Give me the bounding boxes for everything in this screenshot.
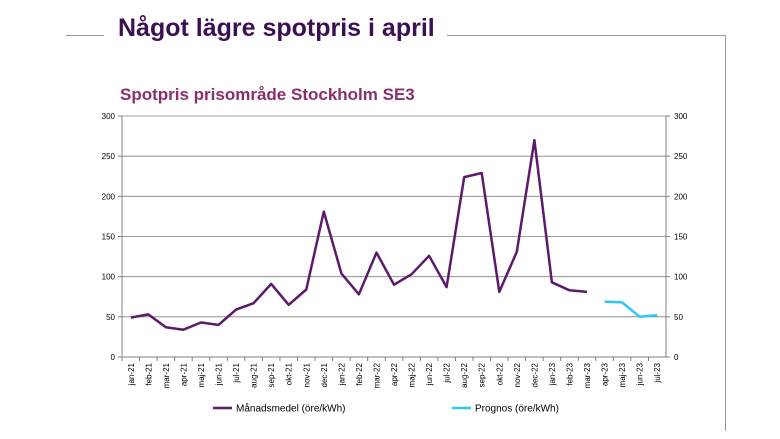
x-axis-ticks: jan-21 feb-21 mar-21 apr-21 maj-21 jun-21 jul-…	[121, 357, 662, 388]
y-tick-label-left: 200	[102, 192, 116, 201]
x-tick-label: apr-23	[601, 362, 610, 386]
x-tick-label: jun-21	[215, 362, 224, 386]
slide-rule-vertical	[725, 35, 726, 431]
x-tick-label: okt-22	[495, 362, 504, 385]
x-tick-label: dec-22	[530, 362, 539, 387]
y-tick-label-left: 250	[102, 152, 116, 161]
x-tick-label: mar-21	[162, 362, 171, 388]
y-tick-label-left: 300	[102, 112, 116, 121]
y-tick-label-right: 50	[674, 313, 683, 322]
x-tick-label: jul-22	[443, 362, 452, 383]
title-rule-left	[66, 35, 104, 36]
x-tick-label: mar-22	[372, 362, 381, 388]
title-rule-right	[447, 35, 725, 36]
y-tick-label-right: 150	[674, 233, 688, 242]
series-lines	[130, 138, 658, 331]
x-tick-label: feb-21	[144, 362, 153, 385]
x-tick-label: nov-21	[302, 362, 311, 387]
slide-title: Något lägre spotpris i april	[118, 14, 435, 42]
x-tick-label: jul-23	[653, 362, 662, 383]
x-tick-label: jan-21	[127, 362, 136, 386]
x-tick-label: maj-22	[408, 362, 417, 387]
x-tick-label: dec-21	[320, 362, 329, 387]
x-tick-label: apr-21	[179, 362, 188, 386]
x-tick-label: okt-21	[285, 362, 294, 385]
x-tick-label: maj-23	[618, 362, 627, 387]
series-line-2	[604, 300, 658, 319]
y-tick-label-right: 300	[674, 112, 688, 121]
gridlines	[122, 115, 666, 358]
x-tick-label: aug-21	[250, 362, 259, 387]
legend-label-2: Prognos (öre/kWh)	[475, 404, 559, 415]
y-tick-label-right: 100	[674, 273, 688, 282]
y-axis-right-ticks: 0 50 100 150 200 250 300	[666, 112, 688, 362]
y-axis-left-ticks: 0 50 100 150 200 250 300	[102, 112, 122, 362]
series-line-1	[130, 138, 588, 331]
x-tick-label: feb-23	[565, 362, 574, 385]
x-tick-label: sep-21	[267, 362, 276, 387]
x-tick-label: maj-21	[197, 362, 206, 387]
x-tick-label: jan-23	[548, 362, 557, 386]
y-tick-label-left: 0	[111, 353, 116, 362]
x-tick-label: jun-23	[636, 362, 645, 386]
x-tick-label: aug-22	[460, 362, 469, 387]
x-tick-label: sep-22	[478, 362, 487, 387]
chart-title: Spotpris prisområde Stockholm SE3	[120, 85, 415, 104]
y-tick-label-left: 50	[106, 313, 115, 322]
y-tick-label-right: 250	[674, 152, 688, 161]
y-tick-label-right: 200	[674, 192, 688, 201]
y-tick-label-left: 150	[102, 233, 116, 242]
x-tick-label: jun-22	[425, 362, 434, 386]
legend-label-1: Månadsmedel (öre/kWh)	[236, 403, 345, 415]
y-tick-label-right: 0	[674, 353, 679, 362]
legend: Månadsmedel (öre/kWh) Prognos (öre/kWh)	[213, 403, 559, 415]
y-tick-label-left: 100	[102, 273, 116, 282]
x-tick-label: mar-23	[583, 362, 592, 388]
x-tick-label: nov-22	[513, 362, 522, 387]
x-tick-label: apr-22	[390, 362, 399, 386]
x-tick-label: feb-22	[355, 362, 364, 385]
x-tick-label: jul-21	[232, 362, 241, 383]
x-tick-label: jan-22	[337, 362, 346, 386]
